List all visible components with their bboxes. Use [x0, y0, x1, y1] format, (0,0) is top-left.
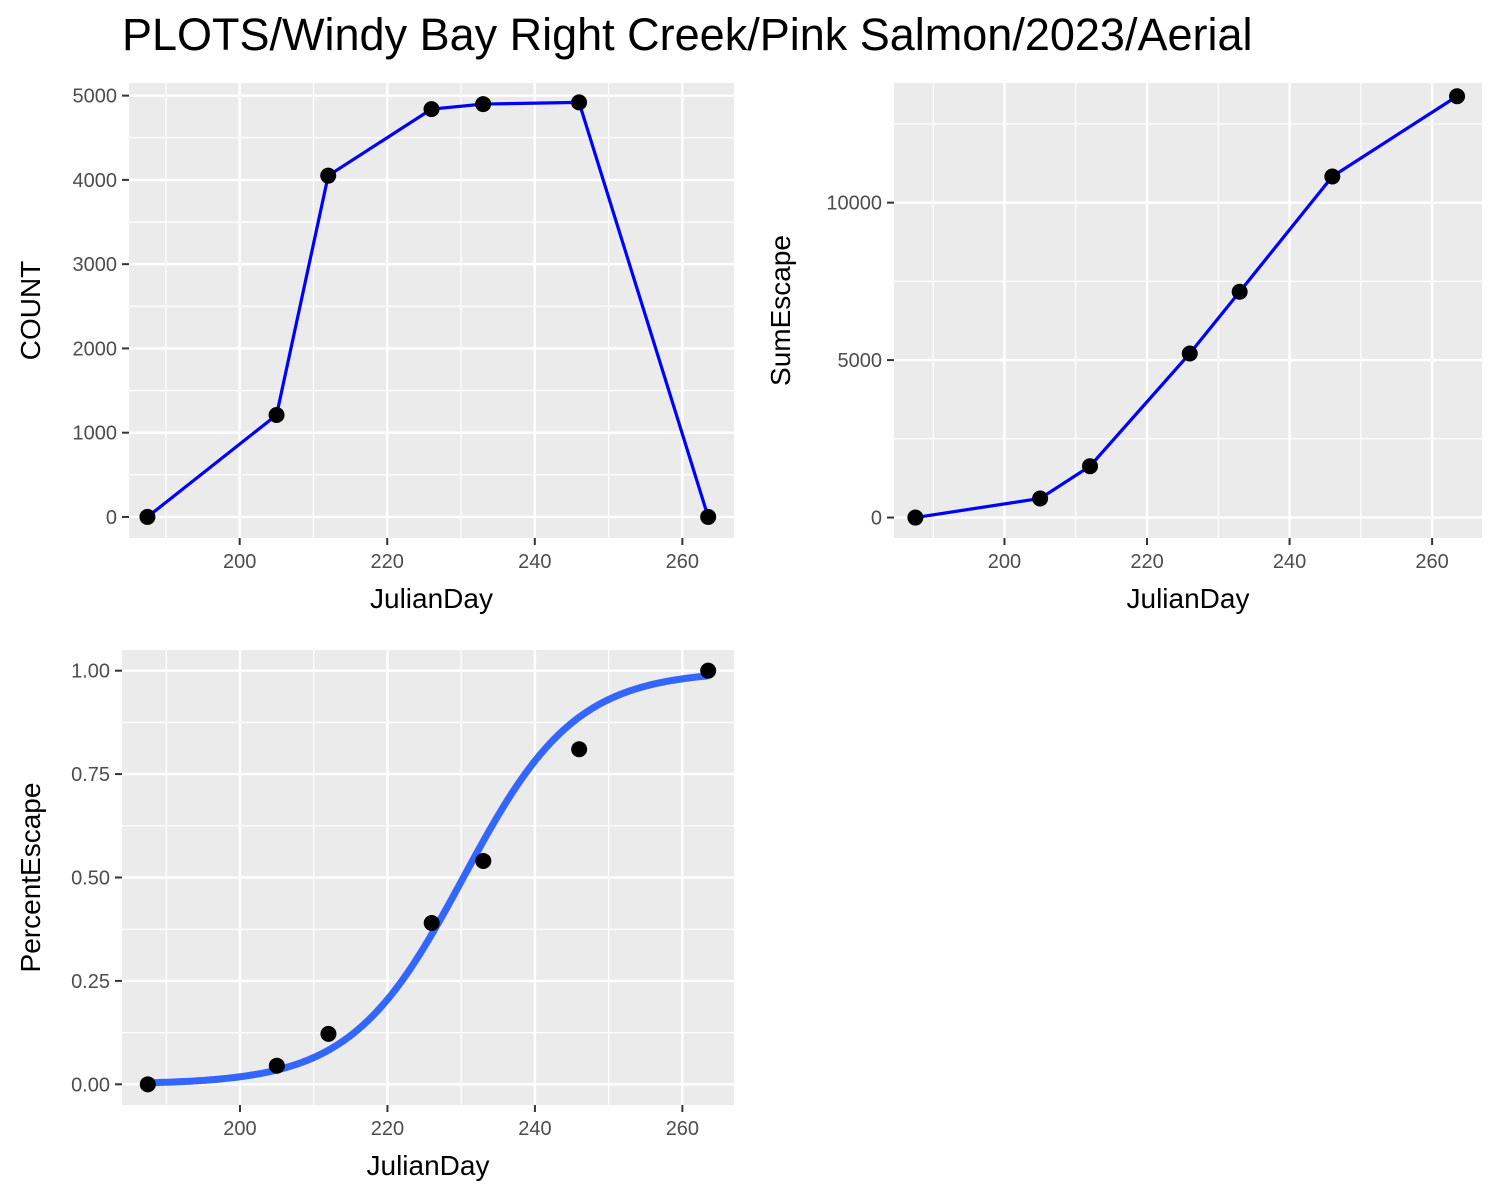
data-point	[268, 406, 285, 423]
x-tick-label: 260	[1415, 551, 1448, 573]
x-axis-title: JulianDay	[370, 583, 493, 614]
y-tick-label: 5000	[73, 86, 118, 108]
y-tick-label: 0.75	[71, 764, 110, 786]
x-tick-label: 220	[371, 551, 404, 573]
y-tick-label: 3000	[73, 254, 118, 276]
x-tick-label: 200	[223, 1118, 256, 1140]
y-axis-title: COUNT	[15, 261, 46, 361]
y-tick-label: 0.00	[71, 1074, 110, 1096]
y-axis-title: PercentEscape	[15, 783, 46, 973]
x-tick-label: 200	[223, 551, 256, 573]
data-point	[700, 508, 717, 525]
panel-percent-escape: 200 220 240 260 0.00 0.25 0.50 0.75 1.00 JulianDa…	[15, 650, 734, 1181]
data-point	[1181, 345, 1198, 362]
data-point	[1032, 490, 1049, 507]
y-tick-label: 2000	[73, 338, 118, 360]
data-point	[571, 741, 588, 758]
data-point	[1082, 458, 1098, 475]
data-point	[139, 508, 156, 525]
panel-background	[894, 83, 1482, 538]
y-tick-label: 5000	[838, 350, 883, 372]
x-tick-label: 260	[666, 1118, 699, 1140]
y-tick-label: 0.25	[71, 971, 110, 993]
data-point	[320, 1025, 337, 1042]
data-point	[139, 1076, 156, 1093]
data-point	[907, 509, 924, 526]
data-point	[1324, 168, 1341, 185]
data-point	[475, 852, 492, 869]
data-point	[320, 167, 337, 184]
data-point	[475, 96, 492, 113]
data-point	[1449, 88, 1466, 105]
x-tick-label: 240	[1273, 551, 1306, 573]
data-point	[571, 94, 588, 111]
y-tick-label: 4000	[73, 170, 118, 192]
panel-background	[129, 83, 734, 538]
x-tick-label: 220	[1130, 551, 1163, 573]
panel-sum-escape: 200 220 240 260 0 5000 10000 JulianDay SumEscape	[765, 83, 1482, 614]
y-tick-label: 0.50	[71, 868, 110, 890]
y-tick-label: 1.00	[71, 661, 110, 683]
data-point	[1231, 283, 1248, 300]
x-tick-label: 240	[518, 1118, 551, 1140]
x-axis-title: JulianDay	[367, 1150, 490, 1181]
x-axis-title: JulianDay	[1127, 583, 1250, 614]
data-point	[423, 915, 440, 931]
page-title: PLOTS/Windy Bay Right Creek/Pink Salmon/…	[122, 9, 1253, 60]
y-tick-label: 0	[106, 507, 117, 529]
panel-count: 200 220 240 260 0 1000 2000 3000 4000 5000 JulianD…	[15, 83, 734, 614]
data-point	[700, 662, 717, 679]
y-tick-label: 1000	[73, 423, 118, 445]
x-tick-label: 260	[666, 551, 699, 573]
data-point	[268, 1057, 285, 1074]
y-axis-title: SumEscape	[765, 235, 796, 386]
data-point	[423, 101, 440, 118]
y-tick-label: 10000	[826, 193, 882, 215]
x-tick-label: 200	[988, 551, 1021, 573]
y-tick-label: 0	[871, 508, 882, 530]
fit-curve	[147, 672, 709, 1087]
x-tick-label: 220	[371, 1118, 404, 1140]
x-tick-label: 240	[518, 551, 551, 573]
